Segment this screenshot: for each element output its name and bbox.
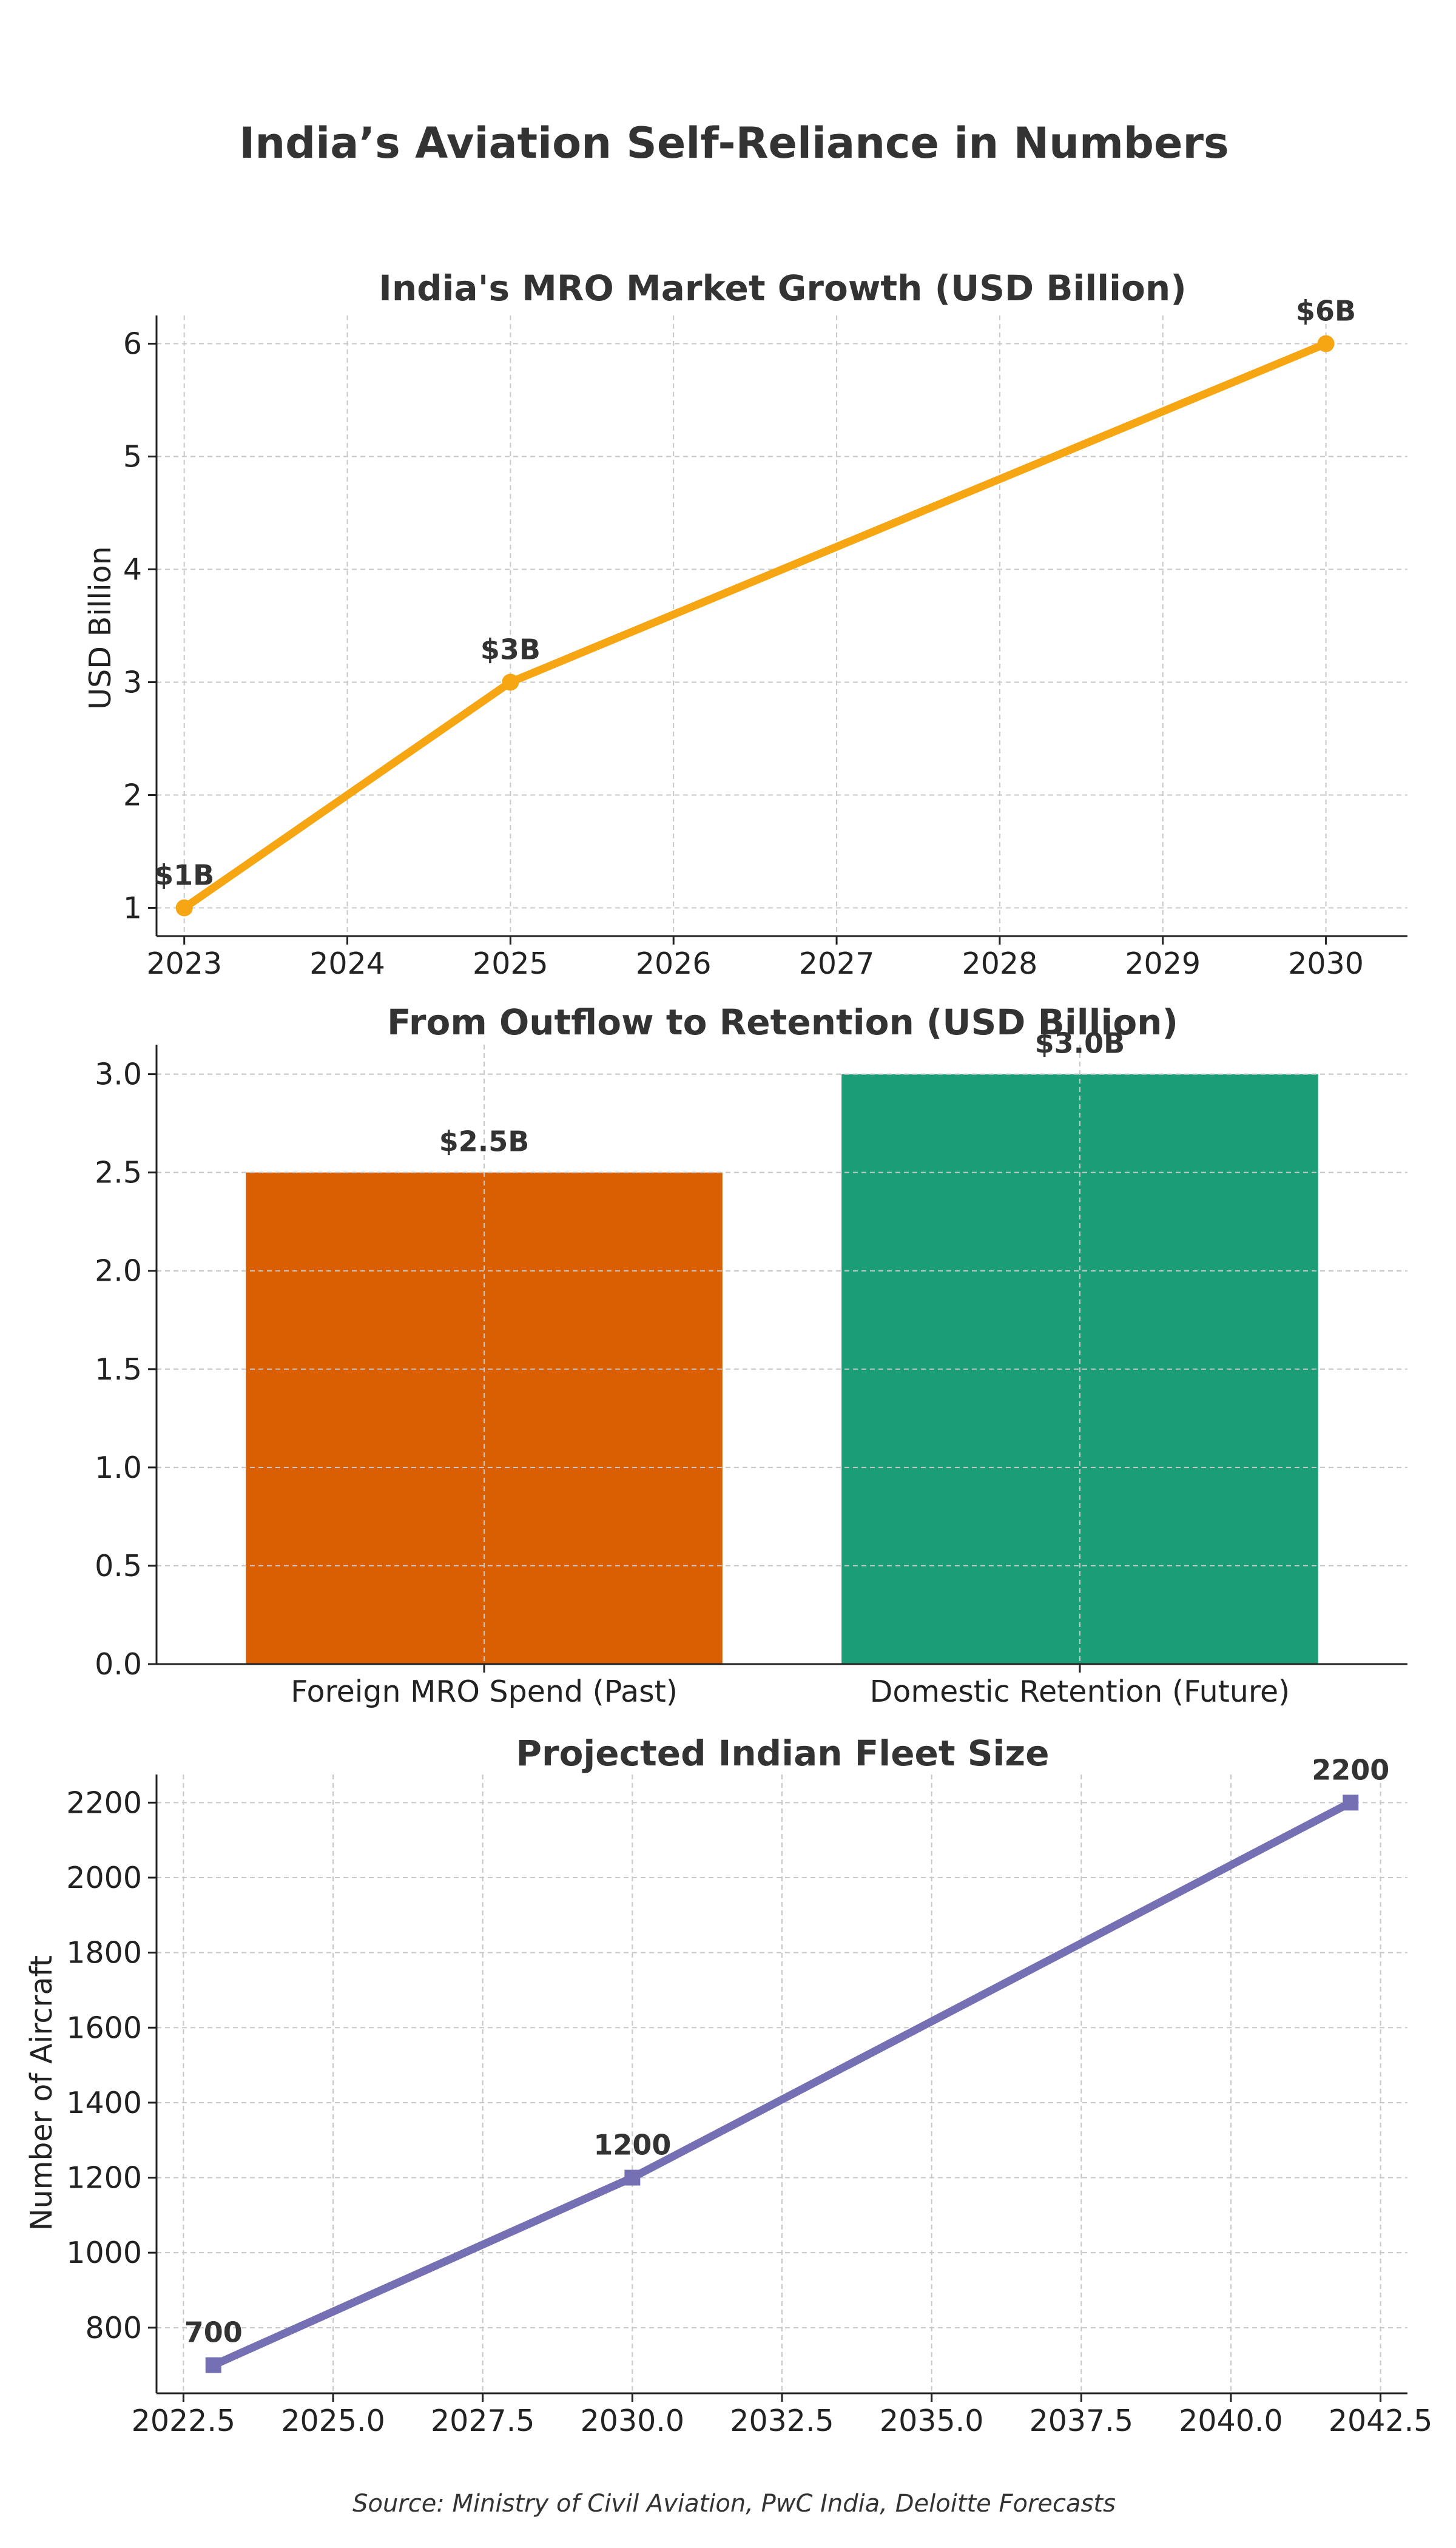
x-tick-label: 2027.5 [431,2404,534,2438]
x-tick-label: 2028 [962,946,1038,981]
page-title: India’s Aviation Self-Reliance in Number… [239,118,1228,168]
data-point [175,899,193,917]
y-tick-label: 2.0 [95,1254,142,1289]
series-line [180,340,1330,912]
data-point [205,2357,221,2373]
y-tick-label: 3 [123,666,142,700]
data-label: $3B [480,633,541,666]
y-tick-label: 1800 [66,1936,142,1970]
x-tick-label: 2035.0 [880,2404,983,2438]
x-tick-label: 2024 [309,946,385,981]
data-label: 700 [184,2316,243,2349]
y-axis-label: USD Billion [83,546,118,709]
data-label: $3.0B [1035,1027,1125,1060]
x-tick-label: 2025 [473,946,548,981]
y-tick-label: 2200 [66,1785,142,1820]
outflow-retention-chart: From Outflow to Retention (USD Billion) … [95,1002,1407,1709]
x-tick-label: 2030.0 [581,2404,684,2438]
source-note: Source: Ministry of Civil Aviation, PwC … [352,2490,1116,2518]
x-tick-label: 2032.5 [730,2404,834,2438]
data-label: $6B [1296,295,1356,328]
x-tick-label: 2023 [146,946,222,981]
data-label: 1200 [593,2129,671,2162]
y-tick-label: 0.5 [95,1549,142,1583]
y-tick-label: 1200 [66,2161,142,2196]
y-tick-label: 800 [85,2311,142,2345]
y-tick-label: 0.0 [95,1647,142,1682]
chart-title: From Outflow to Retention (USD Billion) [387,1002,1178,1043]
y-tick-label: 1.0 [95,1451,142,1485]
y-tick-label: 1 [123,891,142,926]
x-tick-label: 2037.5 [1030,2404,1133,2438]
x-tick-label: 2025.0 [281,2404,385,2438]
x-tick-label: 2022.5 [132,2404,235,2438]
y-tick-label: 1400 [66,2086,142,2120]
y-tick-label: 1000 [66,2236,142,2270]
y-tick-label: 2.5 [95,1156,142,1190]
x-tick-label: 2027 [799,946,875,981]
fleet-size-chart: Projected Indian Fleet Size Number of Ai… [24,1733,1432,2438]
y-tick-label: 3.0 [95,1057,142,1092]
data-label: 2200 [1312,1753,1389,1786]
x-tick-label: 2040.0 [1179,2404,1282,2438]
y-tick-label: 6 [123,327,142,362]
x-tick-label: Domestic Retention (Future) [870,1674,1290,1709]
x-tick-label: Foreign MRO Spend (Past) [291,1674,678,1709]
data-label: $2.5B [439,1125,530,1158]
y-tick-label: 4 [123,553,142,587]
data-point [624,2169,641,2186]
y-tick-label: 2000 [66,1861,142,1895]
x-tick-label: 2026 [636,946,712,981]
chart-title: India's MRO Market Growth (USD Billion) [379,268,1186,309]
y-tick-label: 1.5 [95,1352,142,1387]
y-axis-label: Number of Aircraft [24,1955,59,2231]
x-tick-label: 2029 [1125,946,1201,981]
y-tick-label: 2 [123,778,142,813]
data-point [1343,1795,1359,1811]
x-tick-label: 2030 [1288,946,1364,981]
data-label: $1B [154,859,214,892]
chart-title: Projected Indian Fleet Size [516,1733,1049,1774]
y-tick-label: 1600 [66,2010,142,2045]
data-point [1317,335,1335,352]
y-tick-label: 5 [123,440,142,474]
data-point [502,673,519,691]
mro-market-growth-chart: India's MRO Market Growth (USD Billion) … [83,268,1407,981]
x-tick-label: 2042.5 [1329,2404,1432,2438]
